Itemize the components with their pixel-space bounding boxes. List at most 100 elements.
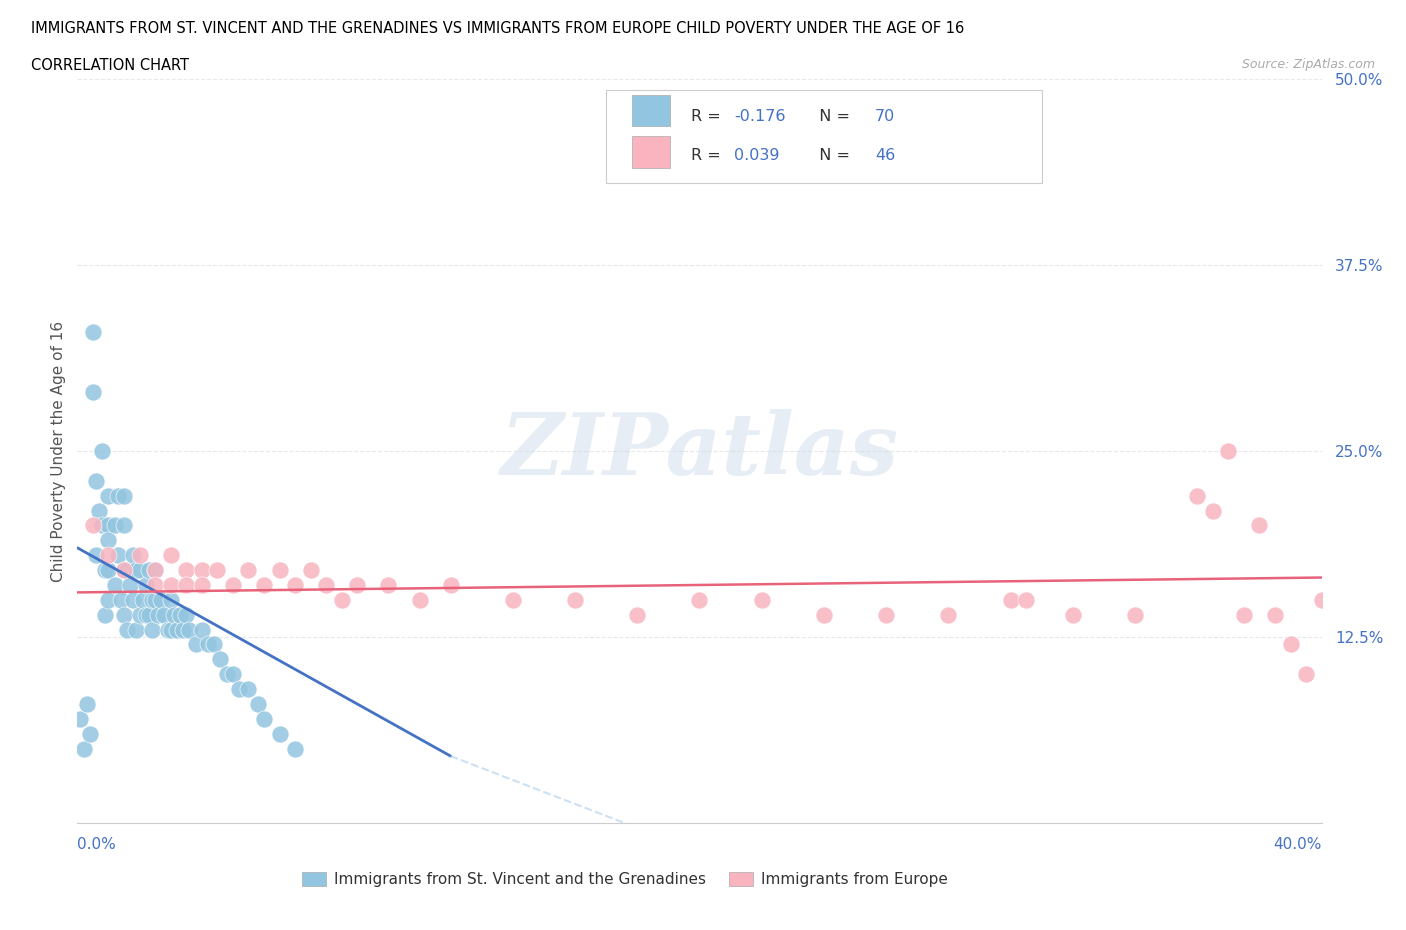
- Point: [122, 592, 145, 607]
- Point: [1015, 592, 1038, 607]
- Point: [79, 726, 101, 741]
- Point: [246, 697, 269, 711]
- Point: [148, 607, 170, 622]
- Point: [191, 563, 214, 578]
- Point: [938, 607, 960, 622]
- Point: [626, 607, 648, 622]
- Point: [875, 607, 897, 622]
- Point: [112, 488, 135, 503]
- Point: [689, 592, 711, 607]
- Point: [1202, 503, 1225, 518]
- Point: [104, 578, 127, 592]
- Point: [222, 578, 245, 592]
- Point: [1264, 607, 1286, 622]
- Point: [1249, 518, 1271, 533]
- Point: [107, 488, 129, 503]
- Point: [138, 607, 160, 622]
- Point: [143, 578, 166, 592]
- Point: [408, 592, 430, 607]
- Point: [166, 622, 188, 637]
- Point: [141, 592, 163, 607]
- Point: [1218, 444, 1240, 458]
- Point: [502, 592, 524, 607]
- Point: [128, 548, 150, 563]
- Point: [174, 607, 197, 622]
- Text: 0.0%: 0.0%: [77, 837, 117, 852]
- Text: ZIPatlas: ZIPatlas: [501, 409, 898, 493]
- Point: [1187, 488, 1209, 503]
- Point: [197, 637, 219, 652]
- Point: [209, 652, 232, 667]
- Text: 0.039: 0.039: [734, 148, 780, 163]
- Text: 46: 46: [875, 148, 896, 163]
- Point: [159, 592, 181, 607]
- Point: [131, 592, 153, 607]
- Point: [169, 607, 191, 622]
- Point: [91, 518, 114, 533]
- Text: IMMIGRANTS FROM ST. VINCENT AND THE GRENADINES VS IMMIGRANTS FROM EUROPE CHILD P: IMMIGRANTS FROM ST. VINCENT AND THE GREN…: [31, 21, 965, 36]
- Point: [253, 711, 276, 726]
- Point: [222, 667, 245, 682]
- Point: [125, 563, 148, 578]
- Point: [150, 592, 173, 607]
- Point: [91, 444, 114, 458]
- FancyBboxPatch shape: [633, 137, 669, 167]
- Point: [284, 578, 307, 592]
- Point: [284, 741, 307, 756]
- Point: [97, 563, 120, 578]
- Point: [1310, 592, 1333, 607]
- Point: [156, 622, 179, 637]
- Point: [87, 503, 110, 518]
- Point: [97, 592, 120, 607]
- Point: [159, 578, 181, 592]
- Point: [97, 533, 120, 548]
- Point: [135, 578, 157, 592]
- Point: [122, 548, 145, 563]
- Point: [269, 563, 291, 578]
- Point: [191, 622, 214, 637]
- Point: [104, 518, 127, 533]
- Text: Source: ZipAtlas.com: Source: ZipAtlas.com: [1241, 58, 1375, 71]
- Point: [159, 548, 181, 563]
- Point: [1000, 592, 1022, 607]
- Point: [112, 607, 135, 622]
- Point: [128, 607, 150, 622]
- Point: [143, 563, 166, 578]
- Point: [125, 622, 148, 637]
- Point: [112, 563, 135, 578]
- Point: [138, 563, 160, 578]
- Text: N =: N =: [808, 148, 855, 163]
- Point: [228, 682, 250, 697]
- Point: [346, 578, 368, 592]
- Point: [1295, 667, 1317, 682]
- Point: [179, 622, 201, 637]
- Y-axis label: Child Poverty Under the Age of 16: Child Poverty Under the Age of 16: [51, 321, 66, 581]
- Point: [84, 473, 107, 488]
- Point: [253, 578, 276, 592]
- Point: [97, 548, 120, 563]
- Point: [564, 592, 586, 607]
- Point: [94, 607, 117, 622]
- Point: [1233, 607, 1256, 622]
- Point: [1062, 607, 1084, 622]
- Point: [751, 592, 773, 607]
- Point: [112, 518, 135, 533]
- Point: [128, 563, 150, 578]
- FancyBboxPatch shape: [633, 95, 669, 126]
- Point: [330, 592, 353, 607]
- Point: [238, 682, 260, 697]
- Point: [1279, 637, 1302, 652]
- Text: R =: R =: [690, 109, 725, 124]
- Point: [69, 711, 91, 726]
- Legend: Immigrants from St. Vincent and the Grenadines, Immigrants from Europe: Immigrants from St. Vincent and the Gren…: [295, 866, 953, 894]
- Point: [1123, 607, 1146, 622]
- Text: 40.0%: 40.0%: [1274, 837, 1322, 852]
- Point: [377, 578, 399, 592]
- Point: [82, 384, 104, 399]
- Point: [299, 563, 322, 578]
- Point: [97, 518, 120, 533]
- Point: [112, 563, 135, 578]
- Text: -0.176: -0.176: [734, 109, 786, 124]
- Point: [207, 563, 229, 578]
- Point: [174, 578, 197, 592]
